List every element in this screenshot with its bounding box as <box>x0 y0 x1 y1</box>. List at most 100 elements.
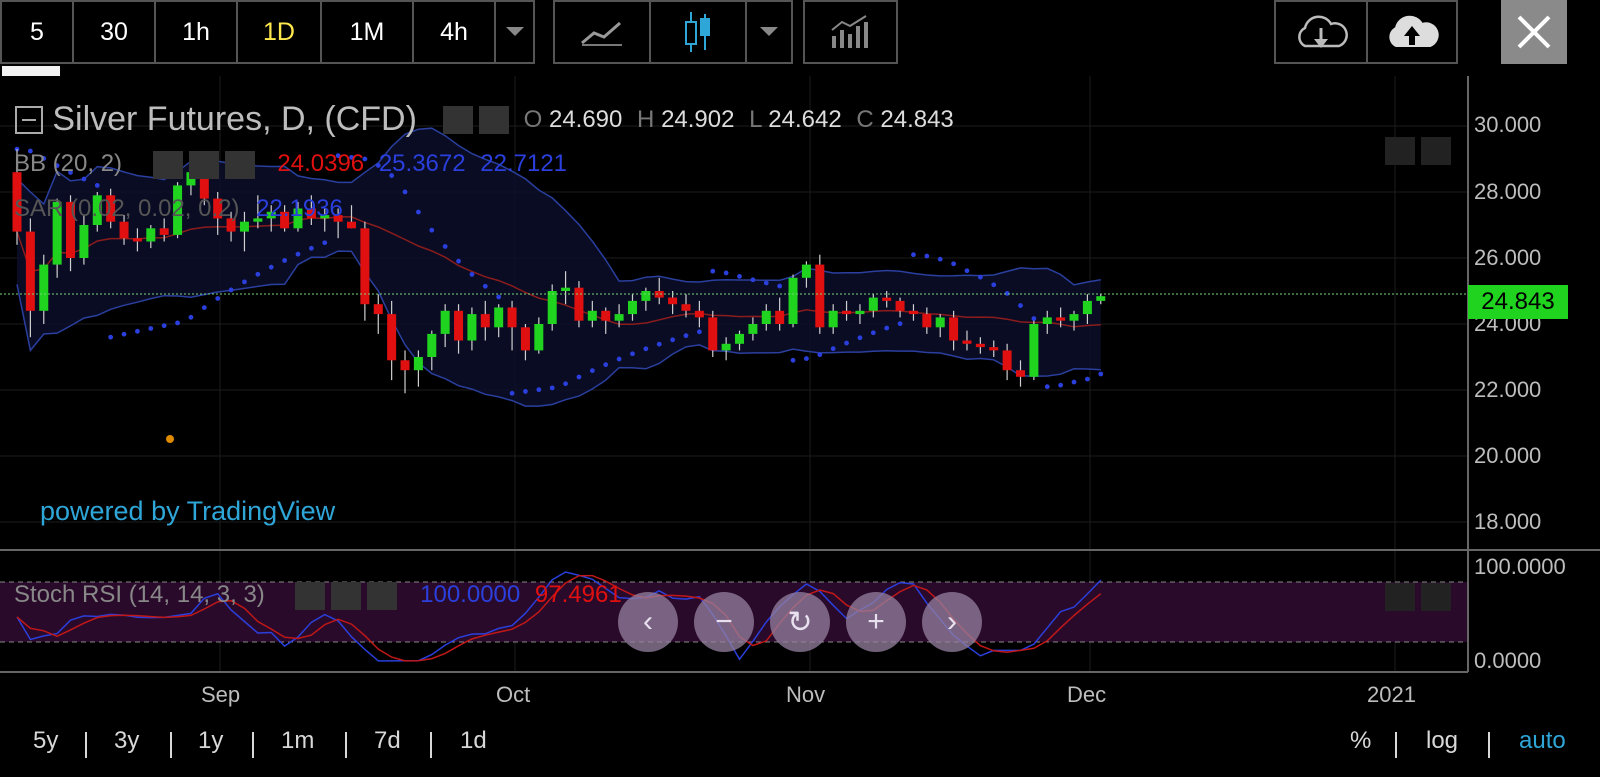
candle-body <box>1042 317 1052 324</box>
time-axis-label: Dec <box>1067 682 1106 707</box>
scroll-left-button[interactable]: ‹ <box>618 592 678 652</box>
log-scale-button[interactable]: log <box>1426 727 1459 754</box>
sar-dot <box>335 153 341 159</box>
parabolic-sar-dots <box>14 146 1104 396</box>
cloud-upload-button[interactable] <box>1368 2 1456 62</box>
sar-dot <box>41 156 47 161</box>
gear-icon[interactable] <box>479 105 510 134</box>
interval-button-1m[interactable]: 1M <box>322 2 414 62</box>
sar-dot <box>991 282 997 288</box>
range-3y[interactable]: 3y <box>114 727 140 754</box>
cloud-upload-icon <box>1389 15 1439 47</box>
candle-body <box>761 310 771 324</box>
sar-dot <box>268 264 274 270</box>
x-icon[interactable] <box>224 150 255 179</box>
zoom-out-button[interactable]: − <box>694 592 754 652</box>
chart-type-dropdown-button[interactable] <box>747 2 791 62</box>
gear-icon[interactable] <box>331 581 362 610</box>
auto-scale-button[interactable]: auto <box>1519 727 1566 754</box>
candle-body <box>253 218 263 222</box>
scroll-right-button[interactable]: › <box>922 592 982 652</box>
sar-dot <box>402 189 408 195</box>
interval-button-1d[interactable]: 1D <box>238 2 322 62</box>
range-5y[interactable]: 5y <box>33 727 59 754</box>
interval-button-5[interactable]: 5 <box>2 2 74 62</box>
maximize-pane-icon[interactable] <box>1421 583 1451 611</box>
ohlc-close-label: C <box>856 105 874 133</box>
interval-dropdown-button[interactable] <box>496 2 533 62</box>
price-chart[interactable]: 30.000 28.000 26.000 24.000 22.000 20.00… <box>0 76 1600 776</box>
candlestick-button[interactable] <box>651 2 747 62</box>
sar-dot <box>175 320 180 326</box>
range-1m[interactable]: 1m <box>281 727 315 754</box>
maximize-pane-icon[interactable] <box>1421 137 1451 165</box>
tradingview-watermark[interactable]: powered by TradingView <box>40 496 336 526</box>
refresh-icon: ↻ <box>787 605 813 639</box>
sar-dot <box>375 163 381 168</box>
sar-dot <box>656 341 662 347</box>
time-axis-label: Oct <box>496 682 530 707</box>
candle-body <box>949 317 959 341</box>
eye-icon[interactable] <box>295 581 326 610</box>
percent-scale-button[interactable]: % <box>1350 727 1372 754</box>
candle-body <box>25 231 35 311</box>
candle-body <box>614 314 624 321</box>
sar-dot <box>790 357 796 363</box>
stoch-rsi-legend: Stoch RSI (14, 14, 3, 3) 100.0000 97.496… <box>14 581 622 610</box>
sar-dot <box>135 328 140 334</box>
symbol-title: Silver Futures, D, (CFD) <box>52 100 417 138</box>
zoom-in-button[interactable]: + <box>846 592 906 652</box>
collapse-legend-icon[interactable] <box>14 105 44 135</box>
sar-dot <box>308 245 314 251</box>
interval-button-30[interactable]: 30 <box>74 2 156 62</box>
candle-body <box>815 264 825 328</box>
candle-body <box>132 238 142 242</box>
interval-label: 1h <box>182 17 210 46</box>
candle-body <box>320 215 330 219</box>
reset-chart-button[interactable]: ↻ <box>770 592 830 652</box>
candle-body <box>507 307 517 328</box>
sar-dot <box>977 274 983 280</box>
interval-label: 5 <box>30 17 44 46</box>
time-scroll-handle[interactable] <box>2 66 60 76</box>
sar-dot <box>188 314 194 320</box>
candle-body <box>775 310 785 324</box>
candle-body <box>882 297 892 301</box>
move-up-icon[interactable] <box>1385 583 1415 611</box>
candle-body <box>186 172 196 186</box>
range-7d[interactable]: 7d <box>374 727 401 754</box>
sar-dot <box>295 251 301 257</box>
interval-button-1h[interactable]: 1h <box>156 2 238 62</box>
sar-dot <box>777 283 783 289</box>
interval-label: 1M <box>349 17 385 46</box>
move-down-icon[interactable] <box>1385 137 1415 165</box>
candle-body <box>400 360 410 371</box>
sar-dot <box>322 240 328 246</box>
sar-dot <box>54 163 60 169</box>
range-1y[interactable]: 1y <box>198 727 224 754</box>
interval-toolbar: 5 30 1h 1D 1M 4h <box>0 0 535 64</box>
candlestick-icon <box>685 12 710 52</box>
chevron-right-icon: › <box>947 605 957 638</box>
cloud-download-button[interactable] <box>1276 2 1368 62</box>
candle-body <box>239 221 249 232</box>
sar-legend: SAR (0.02, 0.02, 0.2) 22.1936 <box>14 195 343 223</box>
interval-button-4h[interactable]: 4h <box>414 2 496 62</box>
x-icon[interactable] <box>367 581 398 610</box>
gear-icon[interactable] <box>188 150 219 179</box>
range-1d[interactable]: 1d <box>460 727 487 754</box>
indicators-button[interactable] <box>805 2 896 62</box>
line-chart-button[interactable] <box>555 2 651 62</box>
eye-icon[interactable] <box>152 150 183 179</box>
price-axis-label: 28.000 <box>1474 179 1541 204</box>
stoch-rsi-d-line <box>16 574 1102 662</box>
sar-dot <box>616 356 622 362</box>
minus-icon: − <box>715 605 733 638</box>
sar-dot <box>242 279 247 285</box>
candle-body <box>467 314 477 341</box>
candle-body <box>788 277 798 324</box>
eye-icon[interactable] <box>443 105 474 134</box>
candle-body <box>12 172 22 232</box>
close-button[interactable] <box>1501 0 1567 64</box>
candle-body <box>868 297 878 311</box>
